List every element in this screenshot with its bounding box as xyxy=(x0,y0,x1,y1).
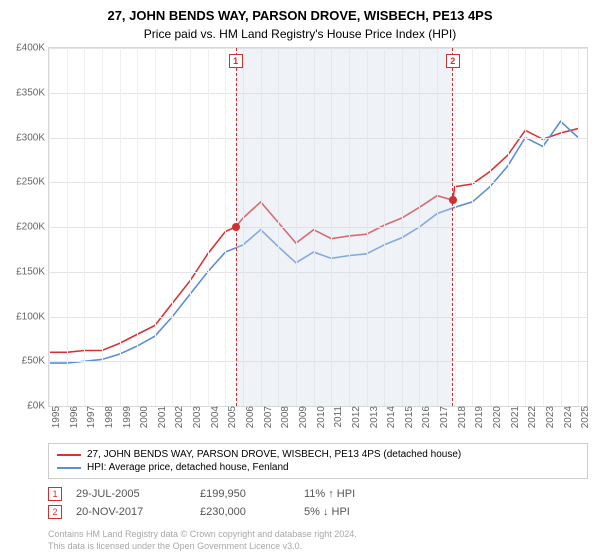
x-tick-label: 2022 xyxy=(527,406,538,428)
sale-row: 2 20-NOV-2017 £230,000 5% ↓ HPI xyxy=(48,503,588,521)
x-tick-label: 2012 xyxy=(351,406,362,428)
x-gridline xyxy=(455,48,456,406)
footer-line: This data is licensed under the Open Gov… xyxy=(48,541,588,553)
x-gridline xyxy=(578,48,579,406)
y-tick-label: £150K xyxy=(16,266,45,277)
sales-table: 1 29-JUL-2005 £199,950 11% ↑ HPI 2 20-NOV-201… xyxy=(48,485,588,521)
x-tick-label: 2010 xyxy=(316,406,327,428)
chart-title: 27, JOHN BENDS WAY, PARSON DROVE, WISBEC… xyxy=(0,0,600,23)
x-tick-label: 2009 xyxy=(298,406,309,428)
sale-dot xyxy=(449,196,457,204)
legend-swatch xyxy=(57,454,81,456)
footer-line: Contains HM Land Registry data © Crown c… xyxy=(48,529,588,541)
y-tick-label: £400K xyxy=(16,43,45,54)
legend-row: HPI: Average price, detached house, Fenl… xyxy=(57,461,579,474)
sale-pct: 11% ↑ HPI xyxy=(304,488,424,500)
x-tick-label: 2025 xyxy=(580,406,591,428)
chart-subtitle: Price paid vs. HM Land Registry's House … xyxy=(0,23,600,47)
x-tick-label: 2005 xyxy=(227,406,238,428)
x-tick-label: 2024 xyxy=(563,406,574,428)
y-tick-label: £0K xyxy=(27,401,45,412)
x-gridline xyxy=(208,48,209,406)
x-tick-label: 2003 xyxy=(192,406,203,428)
x-tick-label: 1996 xyxy=(69,406,80,428)
legend-row: 27, JOHN BENDS WAY, PARSON DROVE, WISBEC… xyxy=(57,448,579,461)
x-gridline xyxy=(508,48,509,406)
plot-area: £0K£50K£100K£150K£200K£250K£300K£350K£40… xyxy=(48,47,588,407)
sale-price: £199,950 xyxy=(200,488,290,500)
sale-row: 1 29-JUL-2005 £199,950 11% ↑ HPI xyxy=(48,485,588,503)
y-tick-label: £200K xyxy=(16,222,45,233)
sale-marker: 2 xyxy=(446,54,460,68)
x-tick-label: 2004 xyxy=(210,406,221,428)
x-gridline xyxy=(172,48,173,406)
sale-index: 2 xyxy=(48,505,62,519)
x-tick-label: 2023 xyxy=(545,406,556,428)
x-gridline xyxy=(67,48,68,406)
x-gridline xyxy=(120,48,121,406)
x-gridline xyxy=(525,48,526,406)
y-tick-label: £300K xyxy=(16,132,45,143)
x-tick-label: 2020 xyxy=(492,406,503,428)
x-tick-label: 2000 xyxy=(139,406,150,428)
x-tick-label: 2015 xyxy=(404,406,415,428)
x-tick-label: 2017 xyxy=(439,406,450,428)
x-gridline xyxy=(490,48,491,406)
x-tick-label: 2021 xyxy=(510,406,521,428)
y-tick-label: £50K xyxy=(22,356,45,367)
x-gridline xyxy=(137,48,138,406)
y-tick-label: £250K xyxy=(16,177,45,188)
sale-index: 1 xyxy=(48,487,62,501)
x-tick-label: 2019 xyxy=(474,406,485,428)
sale-date: 29-JUL-2005 xyxy=(76,488,186,500)
x-tick-label: 1998 xyxy=(104,406,115,428)
footer: Contains HM Land Registry data © Crown c… xyxy=(48,529,588,552)
x-gridline xyxy=(49,48,50,406)
sale-dot xyxy=(232,223,240,231)
x-gridline xyxy=(561,48,562,406)
x-gridline xyxy=(155,48,156,406)
ownership-band xyxy=(236,48,453,406)
x-tick-label: 2006 xyxy=(245,406,256,428)
sale-pct: 5% ↓ HPI xyxy=(304,506,424,518)
x-tick-label: 2002 xyxy=(174,406,185,428)
x-tick-label: 2014 xyxy=(386,406,397,428)
x-tick-label: 1999 xyxy=(122,406,133,428)
legend-label: HPI: Average price, detached house, Fenl… xyxy=(87,462,289,473)
chart-container: 27, JOHN BENDS WAY, PARSON DROVE, WISBEC… xyxy=(0,0,600,560)
x-tick-label: 2013 xyxy=(369,406,380,428)
x-tick-label: 2011 xyxy=(333,406,344,428)
x-gridline xyxy=(225,48,226,406)
sale-price: £230,000 xyxy=(200,506,290,518)
y-tick-label: £100K xyxy=(16,311,45,322)
x-tick-label: 2001 xyxy=(157,406,168,428)
y-tick-label: £350K xyxy=(16,87,45,98)
x-gridline xyxy=(190,48,191,406)
x-gridline xyxy=(102,48,103,406)
x-tick-label: 1995 xyxy=(51,406,62,428)
x-tick-label: 1997 xyxy=(86,406,97,428)
legend-label: 27, JOHN BENDS WAY, PARSON DROVE, WISBEC… xyxy=(87,449,461,460)
sale-marker: 1 xyxy=(229,54,243,68)
legend: 27, JOHN BENDS WAY, PARSON DROVE, WISBEC… xyxy=(48,443,588,479)
x-tick-label: 2018 xyxy=(457,406,468,428)
x-tick-label: 2007 xyxy=(263,406,274,428)
legend-swatch xyxy=(57,467,81,469)
sale-date: 20-NOV-2017 xyxy=(76,506,186,518)
x-gridline xyxy=(543,48,544,406)
x-gridline xyxy=(84,48,85,406)
x-gridline xyxy=(472,48,473,406)
x-tick-label: 2008 xyxy=(280,406,291,428)
x-tick-label: 2016 xyxy=(421,406,432,428)
